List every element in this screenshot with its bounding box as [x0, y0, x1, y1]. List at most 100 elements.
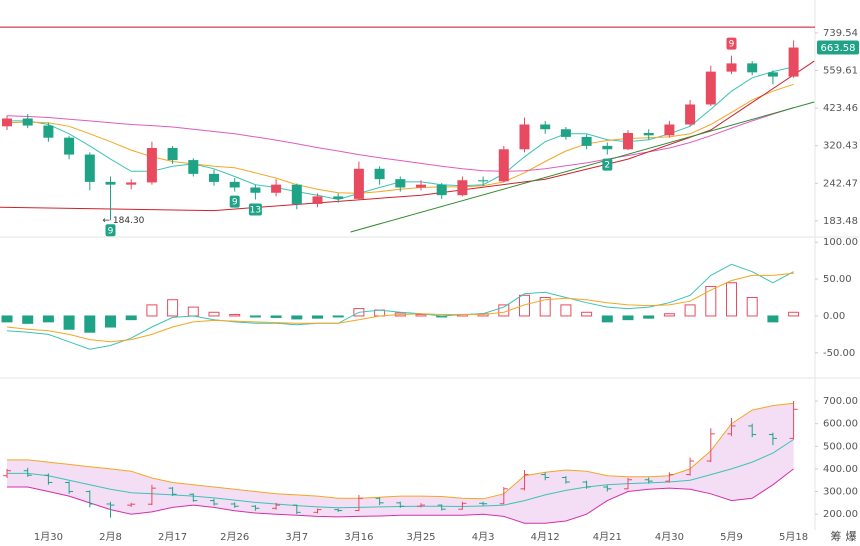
candle-body [126, 182, 137, 185]
x-tick-label: 3月25 [406, 531, 435, 543]
macd-bar [519, 294, 530, 317]
y-tick-label: -50.00 [823, 348, 855, 359]
candle-body [540, 124, 551, 130]
candle-body [478, 180, 489, 182]
y-tick-label: 0.00 [823, 311, 845, 322]
indicator-line [6, 272, 794, 343]
signal-marker-label: 9 [729, 40, 735, 50]
y-tick-label: 400.00 [823, 464, 858, 475]
candle-body [333, 196, 344, 199]
y-tick-label: 200.00 [823, 509, 858, 520]
y-tick-label: 320.43 [823, 141, 858, 152]
macd-bar [684, 304, 696, 317]
x-tick-label: 2月8 [99, 531, 122, 543]
candle-body [581, 136, 592, 146]
candle-body [188, 160, 199, 174]
macd-bar [539, 297, 551, 317]
candle-body [22, 118, 33, 126]
candle-body [374, 168, 385, 180]
macd-bar [643, 315, 655, 319]
indicator-line [7, 468, 794, 524]
macd-bar [63, 315, 75, 330]
candle-body [291, 184, 302, 204]
macd-bar [560, 304, 572, 317]
indicator-line [6, 107, 794, 172]
macd-bar [42, 315, 54, 323]
x-tick-label: 5月9 [720, 531, 743, 543]
macd-bar [146, 304, 158, 317]
candle-body [416, 184, 426, 188]
macd-bar [332, 315, 344, 318]
x-tick-label: 3月7 [285, 531, 308, 543]
candle-body [2, 118, 12, 127]
macd-bar [105, 315, 116, 328]
x-tick-label: 2月26 [220, 531, 249, 543]
macd-bar [788, 311, 800, 317]
candle-body [747, 63, 758, 73]
candle-body [353, 168, 364, 199]
last-price-label: 663.58 [821, 43, 856, 54]
candle-body [519, 124, 530, 150]
macd-bar [312, 315, 323, 319]
candle-body [705, 71, 716, 105]
candle-body [209, 173, 219, 182]
macd-bar [249, 315, 261, 318]
candle-body [685, 104, 696, 125]
candle-body [560, 129, 571, 137]
x-tick-label: 4月30 [655, 531, 684, 543]
side-button[interactable]: 爆 [846, 529, 857, 543]
macd-bar [22, 315, 34, 324]
macd-bar [208, 311, 220, 317]
candle-body [643, 133, 654, 136]
candle-body [250, 187, 261, 193]
macd-bar [84, 315, 96, 333]
low-price-label: ← 184.30 [103, 216, 145, 226]
side-button[interactable]: 筹 [831, 529, 842, 543]
candle-body [43, 125, 54, 138]
macd-bar [353, 308, 365, 317]
candle-body [726, 63, 737, 72]
trend-line [0, 60, 815, 212]
macd-bar [270, 315, 282, 318]
x-tick-label: 5月18 [779, 531, 808, 543]
macd-bar [187, 306, 199, 317]
candle-body [167, 147, 178, 161]
signal-marker-label: 9 [108, 226, 114, 236]
indicator-line [6, 263, 794, 350]
candle-body [105, 181, 116, 185]
candle-body [229, 181, 240, 188]
candle-body [664, 124, 675, 136]
candle-body [312, 196, 323, 204]
candle-body [395, 179, 406, 188]
x-tick-label: 4月3 [472, 531, 495, 543]
macd-bar [291, 315, 303, 320]
signal-marker [105, 224, 116, 237]
signal-marker-label: 9 [232, 198, 238, 208]
signal-marker-label: 2 [604, 161, 610, 171]
macd-bar [663, 313, 675, 317]
x-tick-label: 1月30 [34, 531, 63, 543]
y-tick-label: 300.00 [823, 487, 858, 498]
y-tick-label: 600.00 [823, 419, 858, 430]
macd-bar [705, 285, 717, 317]
candle-body [498, 149, 509, 182]
signal-marker [602, 158, 613, 171]
y-tick-label: 423.46 [823, 103, 858, 114]
trend-line [350, 101, 815, 233]
y-tick-label: 559.61 [823, 66, 858, 77]
candle-body [146, 147, 157, 183]
x-tick-label: 4月12 [531, 531, 560, 543]
macd-bar [229, 313, 241, 317]
x-tick-label: 3月16 [344, 531, 373, 543]
candle-body [271, 184, 282, 193]
candle-body [84, 154, 95, 182]
y-tick-label: 100.00 [823, 237, 858, 248]
macd-bar [1, 315, 13, 323]
x-tick-label: 4月21 [593, 531, 622, 543]
y-tick-label: 183.48 [823, 216, 858, 227]
y-tick-label: 242.47 [823, 178, 858, 189]
macd-bar [767, 315, 779, 323]
candle-body [64, 137, 75, 155]
signal-marker [726, 37, 737, 50]
